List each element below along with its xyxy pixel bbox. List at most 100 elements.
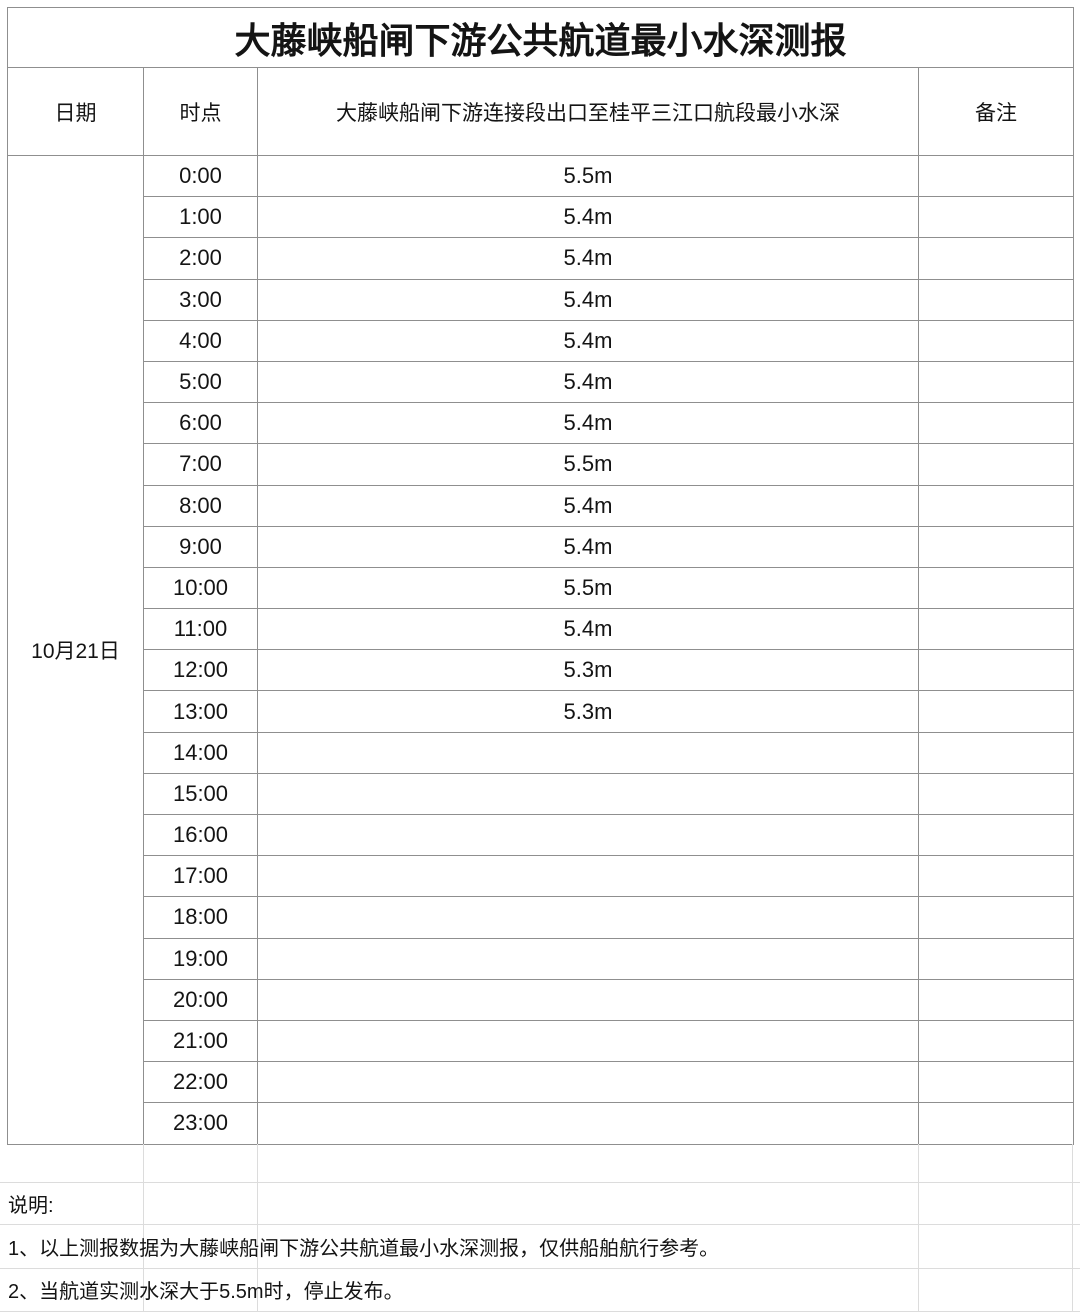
- table-row: 2:00 5.4m: [8, 237, 1075, 280]
- time-cell: 14:00: [143, 731, 258, 774]
- column-header-row: 日期 时点 大藤峡船闸下游连接段出口至桂平三江口航段最小水深 备注: [7, 67, 1075, 156]
- gridline-horizontal: [0, 1268, 1080, 1269]
- remark-cell: [917, 360, 1075, 404]
- table-row: 4:00 5.4m: [8, 319, 1075, 362]
- col-header-depth: 大藤峡船闸下游连接段出口至桂平三江口航段最小水深: [257, 67, 919, 156]
- depth-cell: 5.3m: [257, 649, 919, 692]
- remark-cell: [917, 855, 1075, 898]
- time-cell: 1:00: [143, 196, 258, 239]
- time-cell: 11:00: [143, 608, 258, 651]
- date-cell: 10月21日: [7, 155, 144, 1145]
- table-row: 12:00 5.3m: [8, 649, 1075, 692]
- remark-cell: [917, 566, 1075, 610]
- time-cell: 22:00: [143, 1061, 258, 1104]
- table-row: 16:00: [8, 813, 1075, 857]
- gridline-horizontal: [0, 1311, 1080, 1312]
- depth-cell: [257, 1019, 919, 1063]
- remark-cell: [917, 772, 1075, 816]
- depth-cell: 5.5m: [257, 566, 919, 610]
- table-row: 10:00 5.5m: [8, 566, 1075, 610]
- remark-cell: [917, 319, 1075, 362]
- time-cell: 18:00: [143, 896, 258, 939]
- depth-cell: [257, 978, 919, 1021]
- depth-cell: 5.4m: [257, 608, 919, 651]
- remark-cell: [917, 1019, 1075, 1063]
- table-row: 15:00: [8, 772, 1075, 816]
- time-cell: 21:00: [143, 1019, 258, 1063]
- remark-cell: [917, 896, 1075, 939]
- time-cell: 13:00: [143, 690, 258, 733]
- note-item-1: 1、以上测报数据为大藤峡船闸下游公共航道最小水深测报，仅供船舶航行参考。: [8, 1237, 720, 1260]
- gridline-vertical: [918, 1144, 919, 1311]
- time-cell: 5:00: [143, 360, 258, 404]
- time-cell: 7:00: [143, 443, 258, 486]
- remark-cell: [917, 525, 1075, 568]
- note-item-2: 2、当航道实测水深大于5.5m时，停止发布。: [8, 1281, 404, 1303]
- notes-label: 说明:: [8, 1194, 54, 1217]
- remark-cell: [917, 608, 1075, 651]
- depth-cell: [257, 1061, 919, 1104]
- gridline-vertical: [257, 1144, 258, 1311]
- depth-cell: [257, 731, 919, 774]
- depth-cell: 5.4m: [257, 525, 919, 568]
- remark-cell: [917, 278, 1075, 321]
- gridline-vertical: [143, 1144, 144, 1311]
- time-cell: 4:00: [143, 319, 258, 362]
- remark-cell: [917, 690, 1075, 733]
- depth-cell: 5.4m: [257, 402, 919, 445]
- depth-cell: 5.3m: [257, 690, 919, 733]
- depth-cell: 5.4m: [257, 484, 919, 527]
- table-row: 14:00: [8, 731, 1075, 774]
- depth-cell: [257, 772, 919, 816]
- remark-cell: [917, 1102, 1075, 1145]
- time-cell: 12:00: [143, 649, 258, 692]
- time-cell: 0:00: [143, 154, 258, 198]
- time-cell: 6:00: [143, 402, 258, 445]
- remark-cell: [917, 154, 1075, 198]
- table-row: 20:00: [8, 978, 1075, 1021]
- time-cell: 17:00: [143, 855, 258, 898]
- time-cell: 19:00: [143, 937, 258, 980]
- depth-cell: 5.4m: [257, 278, 919, 321]
- col-header-time: 时点: [143, 67, 258, 156]
- gridline-horizontal: [0, 1182, 1080, 1183]
- depth-cell: [257, 1102, 919, 1145]
- time-cell: 16:00: [143, 813, 258, 857]
- remark-cell: [917, 443, 1075, 486]
- remark-cell: [917, 1061, 1075, 1104]
- time-cell: 20:00: [143, 978, 258, 1021]
- table-row: 5:00 5.4m: [8, 360, 1075, 404]
- depth-cell: 5.5m: [257, 154, 919, 198]
- time-cell: 3:00: [143, 278, 258, 321]
- table-row: 19:00: [8, 937, 1075, 980]
- depth-cell: 5.4m: [257, 360, 919, 404]
- depth-cell: [257, 896, 919, 939]
- title-row: 大藤峡船闸下游公共航道最小水深测报: [6, 7, 1075, 68]
- table-row: 22:00: [8, 1061, 1075, 1104]
- col-header-date: 日期: [7, 67, 144, 156]
- remark-cell: [917, 813, 1075, 857]
- remark-cell: [917, 196, 1075, 239]
- table-row: 9:00 5.4m: [8, 525, 1075, 568]
- table-row: 3:00 5.4m: [8, 278, 1075, 321]
- table-row: 17:00: [8, 855, 1075, 898]
- time-cell: 8:00: [143, 484, 258, 527]
- table-row: 21:00: [8, 1019, 1075, 1063]
- time-cell: 9:00: [143, 525, 258, 568]
- gridline-horizontal: [0, 1224, 1080, 1225]
- table-row: 7:00 5.5m: [8, 443, 1075, 486]
- page-title: 大藤峡船闸下游公共航道最小水深测报: [6, 7, 1075, 68]
- remark-cell: [917, 402, 1075, 445]
- depth-cell: [257, 813, 919, 857]
- time-cell: 23:00: [143, 1102, 258, 1145]
- table-row: 6:00 5.4m: [8, 402, 1075, 445]
- table-row: 13:00 5.3m: [8, 690, 1075, 733]
- table-row: 8:00 5.4m: [8, 484, 1075, 527]
- table-row: 18:00: [8, 896, 1075, 939]
- time-cell: 2:00: [143, 237, 258, 280]
- table-row: 1:00 5.4m: [8, 196, 1075, 239]
- depth-cell: 5.5m: [257, 443, 919, 486]
- time-cell: 10:00: [143, 566, 258, 610]
- depth-report-table: 大藤峡船闸下游公共航道最小水深测报 日期 时点 大藤峡船闸下游连接段出口至桂平三…: [6, 7, 1075, 1145]
